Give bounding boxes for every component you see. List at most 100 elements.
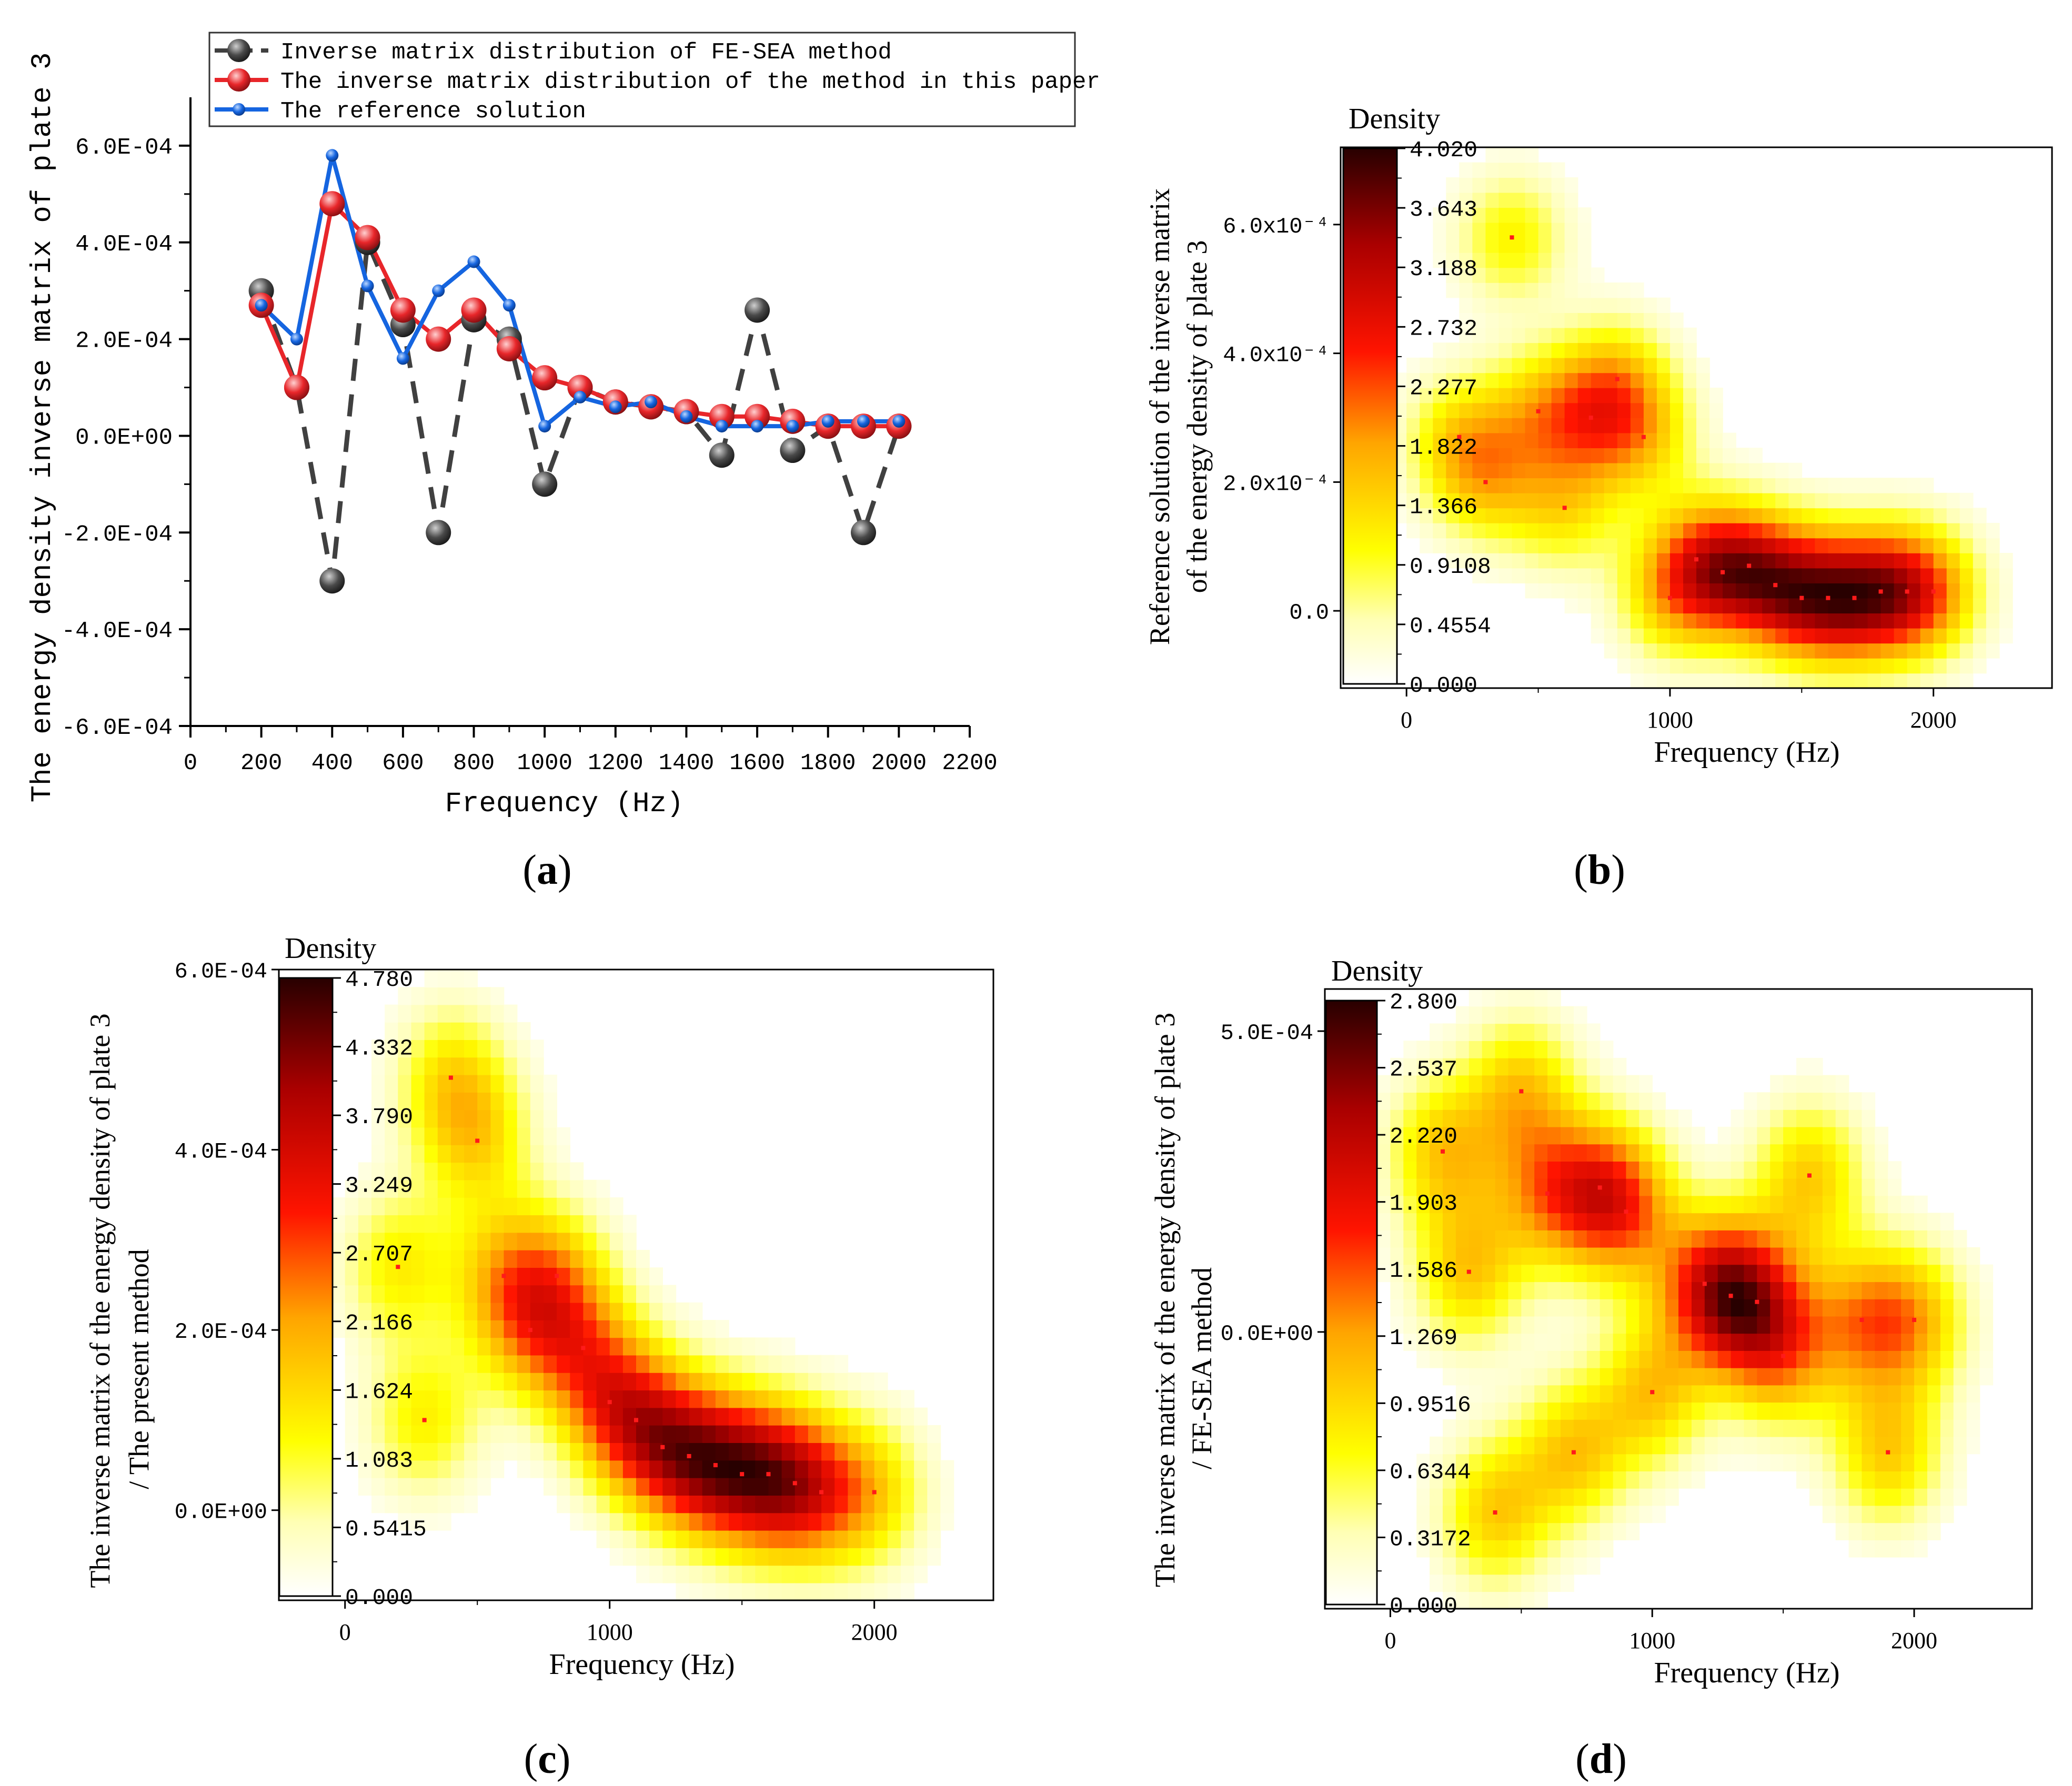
density-cell — [1455, 1454, 1470, 1471]
density-cell — [1485, 342, 1500, 358]
density-cell — [1573, 1057, 1587, 1076]
density-cell — [1459, 177, 1473, 193]
density-cell — [437, 1355, 451, 1373]
density-cell — [1613, 1419, 1627, 1437]
density-cell — [1788, 478, 1803, 493]
density-cell — [1854, 628, 1868, 644]
density-cell — [1757, 1230, 1771, 1248]
density-cell — [1678, 1282, 1692, 1299]
density-cell — [1390, 1282, 1404, 1299]
density-cell — [1901, 1213, 1915, 1230]
density-cell — [821, 1565, 835, 1583]
density-cell — [848, 1565, 862, 1583]
density-cell — [821, 1477, 835, 1496]
density-cell — [1920, 598, 1934, 614]
density-cell — [1626, 1161, 1640, 1179]
density-cell — [768, 1407, 782, 1426]
density-cell — [411, 1197, 425, 1216]
density-cell — [1665, 1316, 1679, 1334]
density-cell — [1880, 492, 1895, 509]
density-cell — [1482, 1282, 1496, 1299]
density-cell — [1564, 418, 1578, 433]
density-cell — [398, 1092, 412, 1111]
density-cell — [1783, 1454, 1797, 1471]
density-cell — [1525, 162, 1539, 178]
density-cell — [1736, 478, 1749, 493]
density-cell — [544, 1162, 557, 1180]
density-cell — [742, 1512, 756, 1531]
density-cell — [517, 1197, 531, 1216]
density-cell — [385, 1232, 399, 1250]
density-cell — [1485, 252, 1500, 268]
density-cell — [834, 1565, 849, 1583]
density-cell — [504, 1249, 518, 1268]
density-cell — [794, 1495, 809, 1513]
x-tick-label-a: 1800 — [800, 750, 856, 776]
density-cell — [1822, 1505, 1836, 1523]
density-cell — [1770, 1247, 1784, 1265]
density-cell — [1796, 1075, 1810, 1093]
density-cell — [1691, 1195, 1705, 1214]
density-cell — [914, 1460, 928, 1478]
density-cell — [464, 1145, 478, 1163]
density-cell — [450, 1267, 465, 1286]
density-cell — [1446, 538, 1460, 553]
density-cell — [358, 1407, 372, 1426]
density-cell — [1604, 327, 1618, 344]
data-point-d — [1807, 1173, 1812, 1178]
density-cell — [1914, 1213, 1928, 1230]
density-cell — [1586, 1488, 1601, 1506]
colorbar-tick-label-b: 2.277 — [1410, 375, 1477, 401]
density-cell — [1430, 1247, 1443, 1265]
density-cell — [1749, 478, 1763, 493]
density-cell — [1443, 1333, 1456, 1351]
colorbar-tick-label-d: 0.6344 — [1390, 1459, 1471, 1485]
data-point-c — [792, 1481, 797, 1486]
density-cell — [1390, 1264, 1404, 1283]
density-cell — [1835, 1247, 1849, 1265]
density-cell — [1508, 1471, 1522, 1489]
density-cell — [464, 1215, 478, 1233]
density-cell — [1551, 327, 1565, 344]
density-cell — [1643, 402, 1657, 418]
density-cell — [517, 1267, 531, 1286]
density-cell — [1508, 1333, 1522, 1351]
density-cell — [1485, 478, 1500, 493]
density-cell — [530, 1320, 544, 1338]
density-cell — [1521, 1230, 1535, 1248]
series-2-point-a — [567, 375, 593, 400]
density-cell — [1848, 1540, 1863, 1558]
density-cell — [702, 1425, 716, 1443]
density-cell — [1586, 1230, 1601, 1248]
density-cell — [1443, 1574, 1456, 1592]
density-cell — [1626, 1075, 1640, 1093]
density-cell — [1577, 372, 1592, 388]
density-cell — [1455, 1213, 1470, 1230]
density-cell — [477, 1425, 491, 1443]
density-cell — [450, 1249, 465, 1268]
colorbar-tick-label-b: 1.822 — [1410, 435, 1477, 461]
density-cell — [1600, 1299, 1614, 1317]
density-cell — [702, 1530, 716, 1548]
density-cell — [1953, 1247, 1967, 1265]
density-cell — [1770, 1161, 1784, 1179]
density-cell — [1709, 538, 1723, 553]
density-cell — [1468, 1591, 1483, 1609]
density-cell — [1815, 522, 1829, 539]
density-cell — [702, 1407, 716, 1426]
density-cell — [1468, 1006, 1483, 1024]
density-cell — [1521, 1282, 1535, 1299]
density-cell — [1485, 267, 1500, 283]
density-cell — [742, 1460, 756, 1478]
density-cell — [1617, 613, 1631, 629]
density-cell — [490, 1407, 505, 1426]
colorbar-tick-label-c: 1.083 — [345, 1448, 413, 1474]
density-cell — [702, 1390, 716, 1408]
density-cell — [1678, 1367, 1692, 1386]
density-cell — [1999, 613, 2013, 629]
density-cell — [1508, 1023, 1522, 1041]
density-cell — [1538, 267, 1552, 283]
density-cell — [1613, 1144, 1627, 1162]
density-cell — [1561, 1109, 1574, 1127]
density-cell — [1521, 1144, 1535, 1162]
